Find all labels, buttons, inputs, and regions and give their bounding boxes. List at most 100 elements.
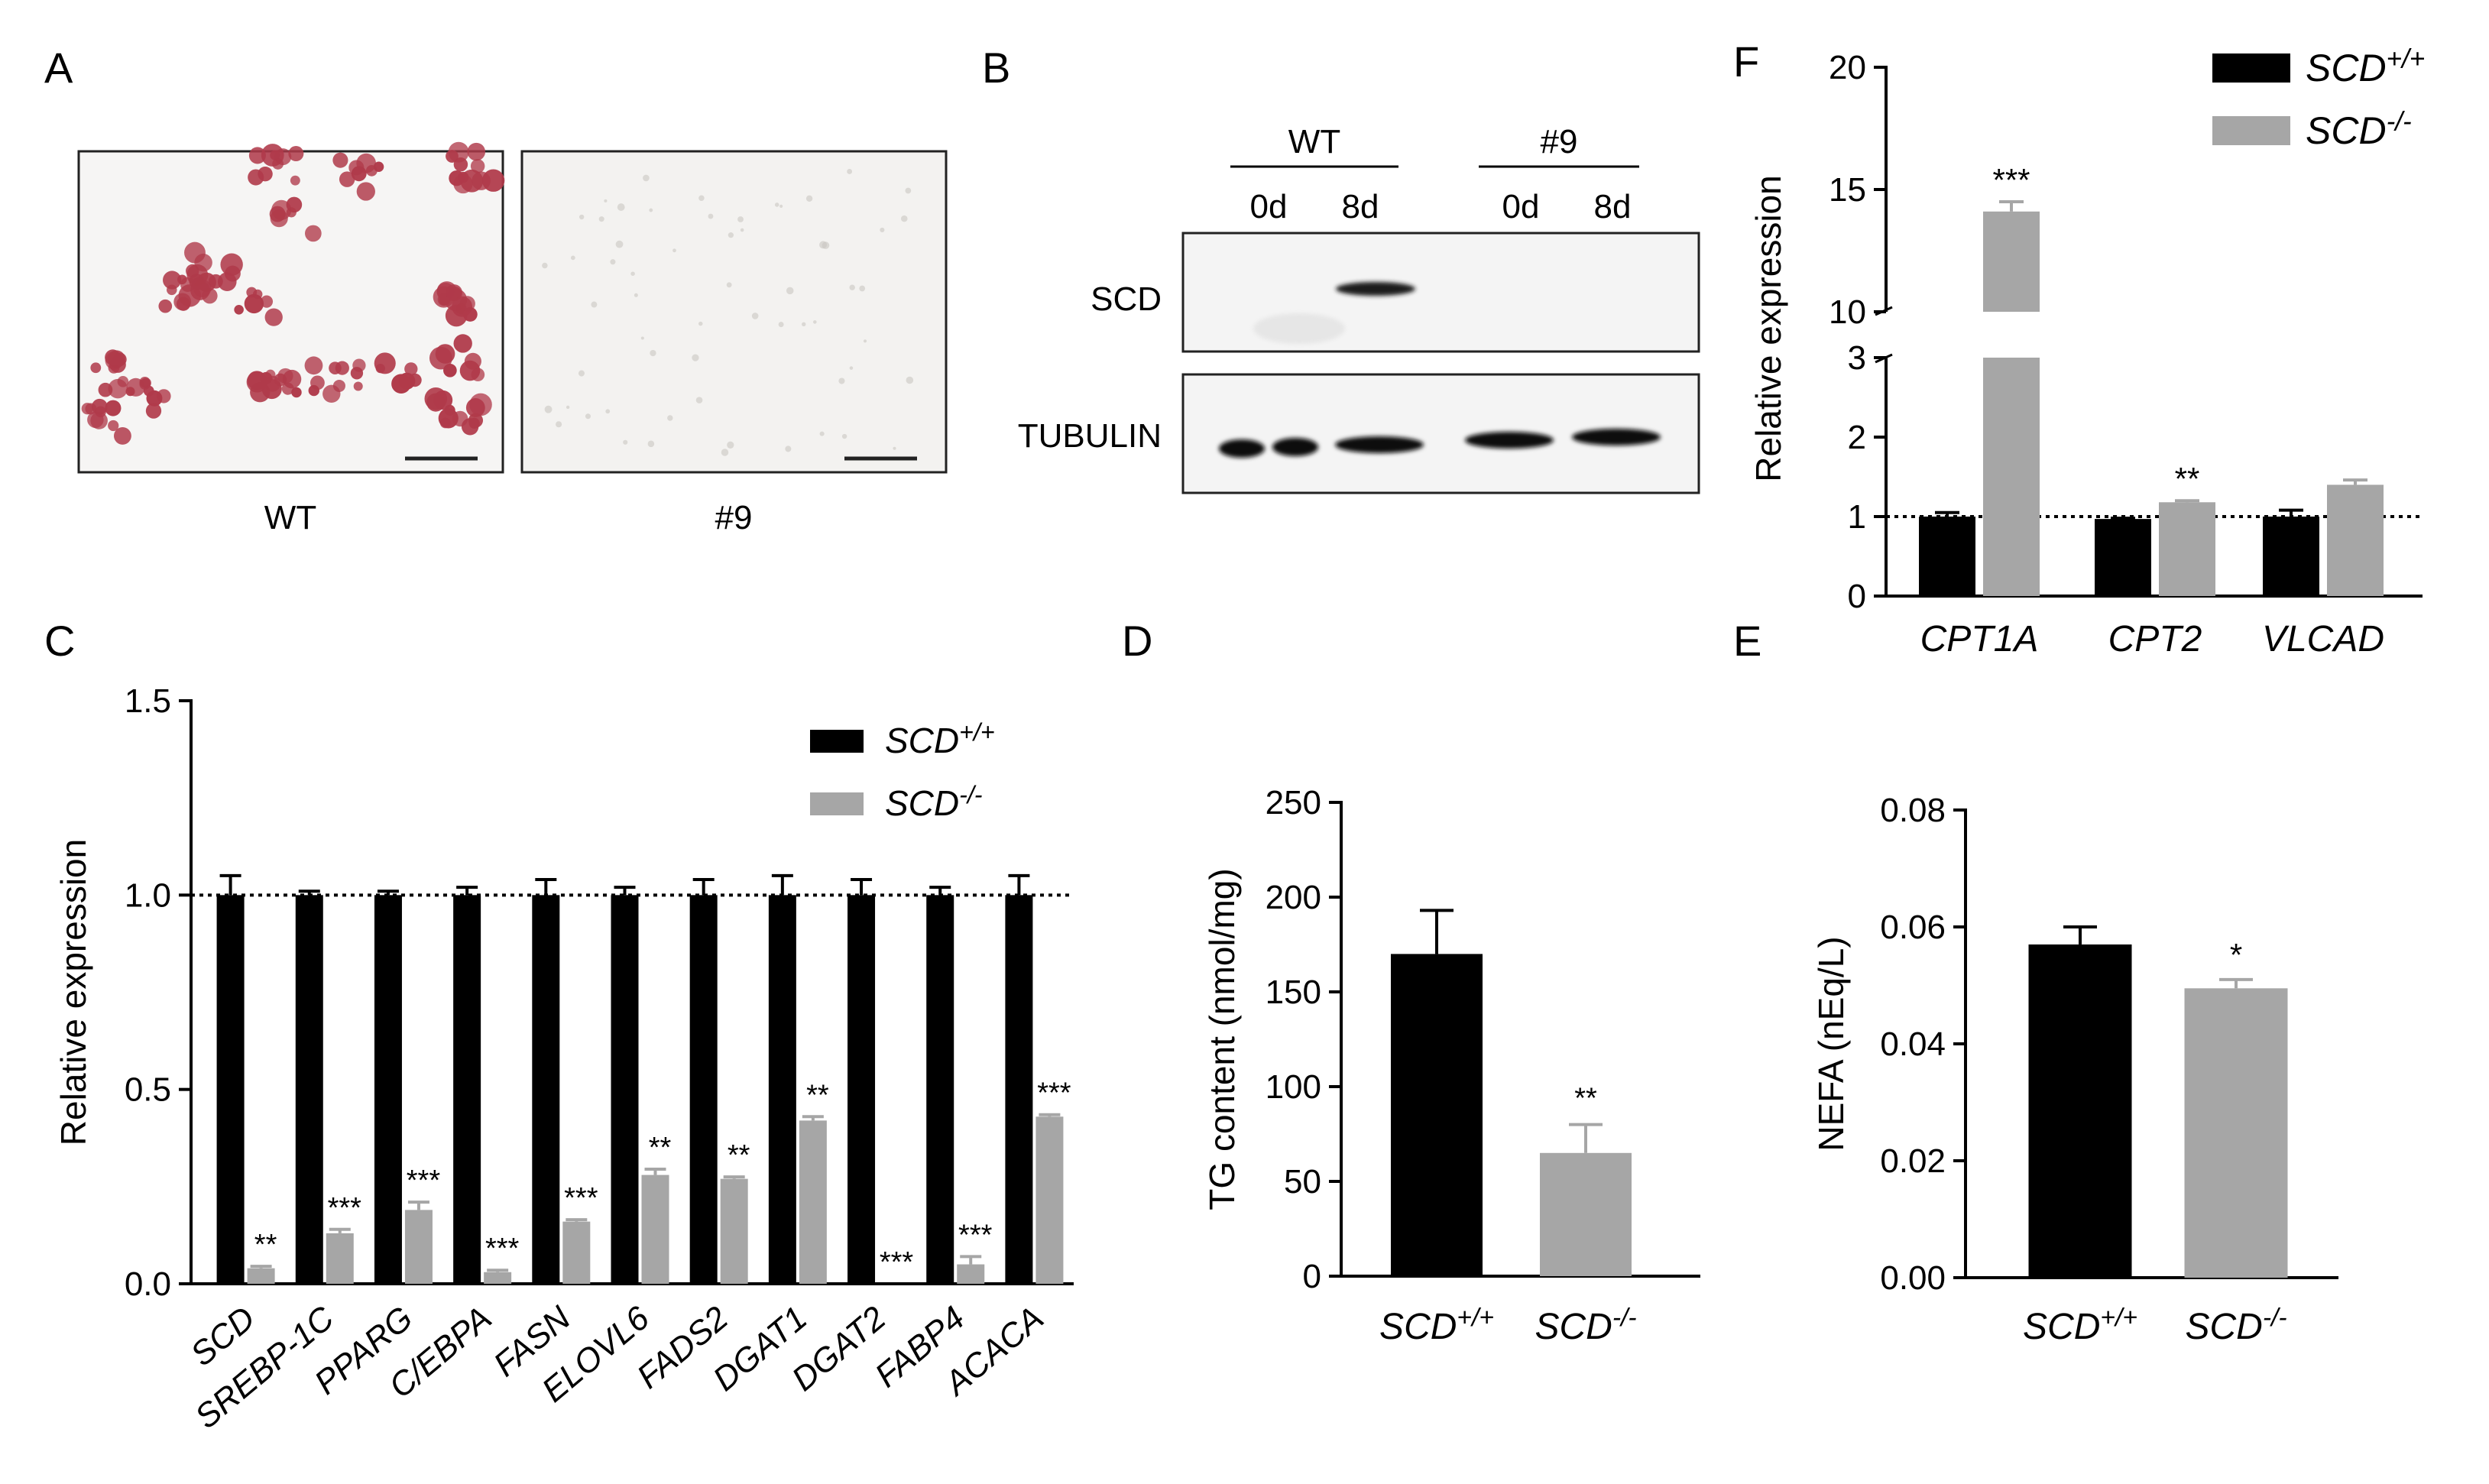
- significance-marker: ***: [564, 1182, 598, 1214]
- cell-speck: [610, 259, 616, 265]
- lipid-droplet: [449, 170, 465, 186]
- micrograph-wt: [77, 141, 505, 474]
- y-tick-label: 0.06: [1880, 909, 1946, 946]
- gene-symbol: SCD: [1535, 1307, 1612, 1347]
- lipid-droplet: [180, 277, 196, 292]
- y-tick-label: 0.04: [1880, 1026, 1946, 1063]
- lipid-droplet: [145, 403, 162, 419]
- cell-speck: [737, 216, 744, 222]
- cell-speck: [726, 282, 732, 288]
- blot-band: [1572, 429, 1661, 446]
- y-tick-label: 3: [1848, 339, 1866, 377]
- significance-marker: ***: [880, 1246, 914, 1278]
- lipid-droplet: [167, 284, 177, 296]
- y-tick-label: 1.5: [125, 682, 171, 720]
- y-tick-label: 0: [1848, 578, 1866, 615]
- genotype-superscript: +/+: [959, 718, 995, 746]
- lipid-droplet: [250, 382, 271, 403]
- blot-membrane-tubulin: [1181, 373, 1700, 494]
- lipid-droplet: [282, 369, 302, 389]
- cell-speck: [556, 421, 562, 428]
- blot-group-label-knockout: #9: [1541, 123, 1578, 160]
- lipid-droplet: [220, 253, 243, 276]
- cell-speck: [785, 446, 792, 452]
- bar-knockout: [562, 1221, 591, 1284]
- cell-speck: [905, 187, 912, 194]
- lipid-droplet: [304, 356, 323, 375]
- blot-day-label: 0d: [1502, 188, 1540, 225]
- micrograph-label-wt: WT: [264, 499, 316, 536]
- y-tick-label: 100: [1266, 1068, 1321, 1106]
- significance-marker: *: [2230, 937, 2242, 973]
- lipid-droplet: [290, 175, 300, 186]
- significance-marker: **: [1574, 1083, 1597, 1115]
- cell-speck: [698, 195, 705, 202]
- significance-marker: ***: [407, 1165, 441, 1197]
- legend-swatch: [2212, 116, 2290, 145]
- lipid-droplet: [439, 295, 449, 306]
- y-tick-label: 0.5: [125, 1071, 171, 1109]
- genotype-superscript: -/-: [1612, 1304, 1637, 1332]
- legend-label: SCD-/-: [885, 781, 983, 823]
- bar-wt: [532, 895, 560, 1284]
- lipid-droplet: [264, 308, 283, 326]
- blot-band: [1336, 282, 1415, 296]
- lipid-droplet: [467, 142, 486, 161]
- lipid-droplet: [113, 426, 131, 445]
- cell-speck: [880, 227, 885, 232]
- x-tick-label: CPT1A: [1920, 619, 2039, 659]
- lipid-droplet: [143, 385, 154, 397]
- cell-speck: [893, 446, 896, 450]
- cell-speck: [647, 440, 655, 448]
- bar-wt: [689, 895, 718, 1284]
- y-axis-label: Relative expression: [53, 839, 93, 1145]
- lipid-droplet: [448, 141, 469, 163]
- bar-wt: [374, 895, 402, 1284]
- lipid-droplet: [305, 225, 322, 242]
- bar-knockout: [2184, 988, 2288, 1278]
- lipid-droplet: [157, 389, 171, 403]
- x-tick-label: VLCAD: [2262, 619, 2384, 659]
- gene-symbol: SCD: [2306, 47, 2387, 89]
- cell-speck: [623, 439, 628, 445]
- y-tick-label: 1.0: [125, 876, 171, 914]
- panel-b: B WT #9 0d 8d 0d 8d SCD TUBULIN: [982, 44, 1700, 494]
- lipid-droplet: [439, 417, 451, 429]
- cell-speck: [728, 232, 734, 238]
- lipid-droplet: [108, 420, 119, 432]
- x-tick-label: CPT2: [2108, 619, 2202, 659]
- y-tick-label: 0.00: [1880, 1259, 1946, 1297]
- bar-wt: [926, 895, 954, 1284]
- bar-knockout: [484, 1272, 512, 1284]
- cell-speck: [751, 313, 759, 319]
- chart-panel-f: F 0 1 2 3 10 15 20 Relative expression *** CPT1A **…: [1733, 37, 2425, 659]
- blot-membrane-scd: [1181, 232, 1700, 353]
- cell-speck: [617, 203, 625, 211]
- legend-label: SCD+/+: [885, 718, 995, 760]
- genotype-superscript: +/+: [2387, 44, 2426, 74]
- lipid-droplet: [252, 289, 263, 300]
- bar-knockout: [641, 1175, 669, 1284]
- lipid-droplet: [332, 379, 345, 393]
- panel-letter-b: B: [982, 44, 1010, 92]
- lipid-droplet: [459, 296, 475, 312]
- lipid-droplet: [339, 171, 355, 187]
- legend-label: SCD-/-: [2306, 107, 2412, 153]
- gene-symbol: SCD: [1379, 1307, 1457, 1347]
- lipid-droplet: [117, 376, 129, 387]
- lipid-droplet: [125, 387, 135, 397]
- cell-speck: [598, 216, 604, 222]
- lipid-droplet: [332, 152, 348, 168]
- micrograph-knockout: [520, 150, 948, 474]
- cell-speck: [544, 405, 553, 413]
- lipid-droplet: [453, 334, 472, 353]
- bar-wt: [1005, 895, 1033, 1284]
- y-tick-label: 50: [1284, 1163, 1321, 1200]
- lipid-droplet: [202, 287, 218, 304]
- cell-speck: [774, 203, 779, 207]
- lipid-droplet: [217, 272, 237, 291]
- genotype-superscript: +/+: [1457, 1304, 1494, 1332]
- lipid-droplet: [288, 146, 304, 162]
